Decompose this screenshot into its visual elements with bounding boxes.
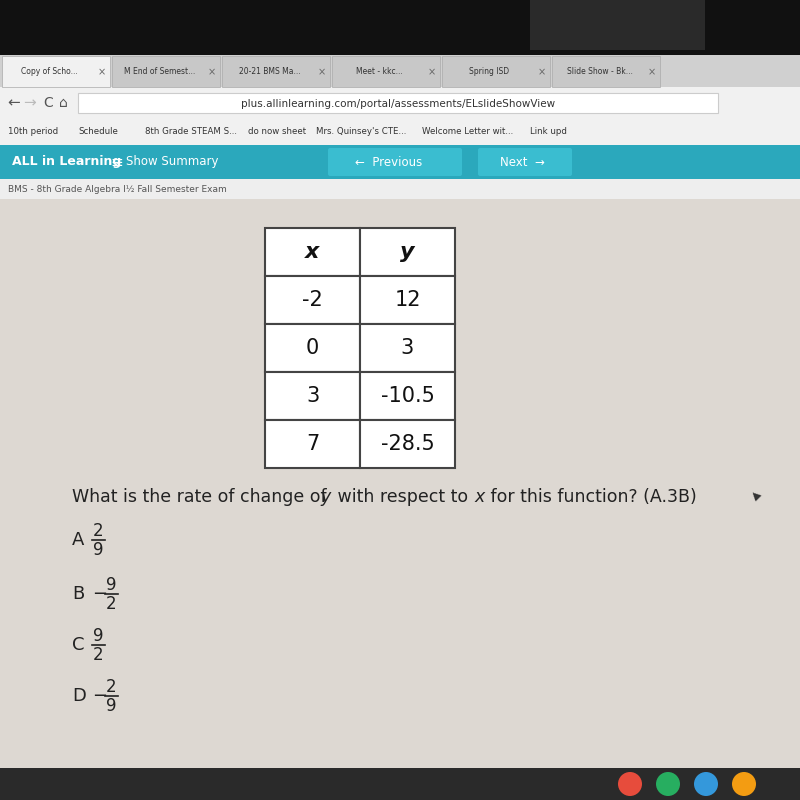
Text: ←  Previous: ← Previous xyxy=(355,155,422,169)
Text: C: C xyxy=(72,636,85,654)
Bar xyxy=(78,93,718,113)
Text: Link upd: Link upd xyxy=(530,127,567,137)
Bar xyxy=(0,145,800,179)
Text: Next  →: Next → xyxy=(500,155,545,169)
Text: What is the rate of change of: What is the rate of change of xyxy=(72,488,332,506)
Bar xyxy=(222,56,330,87)
Text: Copy of Scho...: Copy of Scho... xyxy=(21,67,78,77)
Text: D: D xyxy=(72,687,86,705)
Circle shape xyxy=(618,772,642,796)
Text: 2: 2 xyxy=(106,595,117,613)
Bar xyxy=(0,119,800,145)
Circle shape xyxy=(732,772,756,796)
Bar xyxy=(360,324,455,372)
Bar xyxy=(360,276,455,324)
Text: x: x xyxy=(474,488,484,506)
Text: Slide Show - Bk...: Slide Show - Bk... xyxy=(566,67,633,77)
Text: Spring ISD: Spring ISD xyxy=(470,67,510,77)
Bar xyxy=(265,324,360,372)
Text: A: A xyxy=(72,531,84,549)
Bar xyxy=(265,228,360,276)
Bar xyxy=(265,372,360,420)
Bar xyxy=(265,276,360,324)
Text: 2: 2 xyxy=(93,522,104,540)
Text: −: − xyxy=(92,687,107,705)
Text: ×: × xyxy=(428,67,436,77)
Text: Welcome Letter wit...: Welcome Letter wit... xyxy=(422,127,514,137)
Text: 9: 9 xyxy=(94,541,104,559)
Bar xyxy=(360,228,455,276)
Bar xyxy=(0,55,800,87)
Text: ×: × xyxy=(98,67,106,77)
Text: -28.5: -28.5 xyxy=(381,434,434,454)
Bar xyxy=(0,199,800,800)
Bar xyxy=(0,87,800,119)
Text: x: x xyxy=(306,242,320,262)
Text: 12: 12 xyxy=(394,290,421,310)
Text: C: C xyxy=(43,96,53,110)
Text: 9: 9 xyxy=(106,697,117,715)
Text: 2: 2 xyxy=(106,678,117,696)
Text: Mrs. Quinsey's CTE...: Mrs. Quinsey's CTE... xyxy=(316,127,406,137)
Bar xyxy=(2,56,110,87)
Text: 0: 0 xyxy=(306,338,319,358)
Text: ←: ← xyxy=(8,95,20,110)
Circle shape xyxy=(694,772,718,796)
Bar xyxy=(360,420,455,468)
Text: −: − xyxy=(92,585,107,603)
Text: Schedule: Schedule xyxy=(78,127,118,137)
Text: -10.5: -10.5 xyxy=(381,386,434,406)
FancyBboxPatch shape xyxy=(328,148,462,176)
Text: ⌂: ⌂ xyxy=(58,96,67,110)
Text: for this function? (A.3B): for this function? (A.3B) xyxy=(485,488,697,506)
Text: with respect to: with respect to xyxy=(332,488,474,506)
Bar xyxy=(360,372,455,420)
Text: ALL in Learning: ALL in Learning xyxy=(12,155,122,169)
Text: 9: 9 xyxy=(106,576,117,594)
Text: -2: -2 xyxy=(302,290,323,310)
Bar xyxy=(552,56,660,87)
Text: 3: 3 xyxy=(306,386,319,406)
Text: 7: 7 xyxy=(306,434,319,454)
Circle shape xyxy=(656,772,680,796)
Text: y: y xyxy=(320,488,330,506)
Bar xyxy=(112,56,220,87)
Bar xyxy=(0,0,800,55)
Text: do now sheet: do now sheet xyxy=(248,127,306,137)
Text: Meet - kkc...: Meet - kkc... xyxy=(356,67,403,77)
Text: ≡: ≡ xyxy=(110,154,122,170)
Bar xyxy=(0,179,800,199)
Text: ×: × xyxy=(318,67,326,77)
Text: 2: 2 xyxy=(93,646,104,664)
Text: B: B xyxy=(72,585,84,603)
Text: ▲: ▲ xyxy=(750,489,762,502)
Text: 3: 3 xyxy=(401,338,414,358)
Text: 9: 9 xyxy=(94,627,104,645)
FancyBboxPatch shape xyxy=(478,148,572,176)
Text: 8th Grade STEAM S...: 8th Grade STEAM S... xyxy=(145,127,237,137)
Text: plus.allinlearning.com/portal/assessments/ELslideShowView: plus.allinlearning.com/portal/assessment… xyxy=(241,99,555,109)
Bar xyxy=(530,0,705,50)
Text: 10th period: 10th period xyxy=(8,127,58,137)
Bar xyxy=(265,420,360,468)
Bar xyxy=(332,56,440,87)
Text: M End of Semest...: M End of Semest... xyxy=(124,67,195,77)
Bar xyxy=(0,768,800,800)
Text: Show Summary: Show Summary xyxy=(126,155,218,169)
Text: y: y xyxy=(400,242,414,262)
Text: ×: × xyxy=(648,67,656,77)
Text: ×: × xyxy=(538,67,546,77)
Text: BMS - 8th Grade Algebra I½ Fall Semester Exam: BMS - 8th Grade Algebra I½ Fall Semester… xyxy=(8,185,226,194)
Bar xyxy=(442,56,550,87)
Text: →: → xyxy=(24,95,36,110)
Text: 20-21 BMS Ma...: 20-21 BMS Ma... xyxy=(238,67,300,77)
Text: ×: × xyxy=(208,67,216,77)
